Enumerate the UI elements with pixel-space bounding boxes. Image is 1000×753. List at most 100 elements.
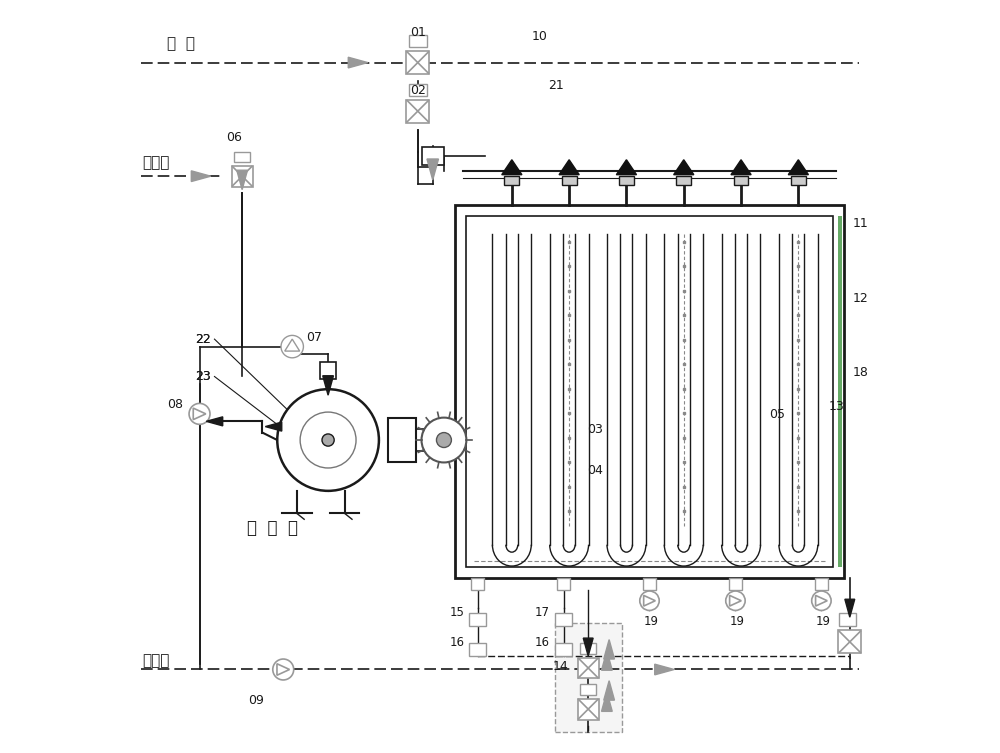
- Bar: [555, 623, 622, 731]
- Circle shape: [277, 389, 379, 491]
- Bar: [815, 578, 828, 590]
- Bar: [676, 176, 691, 185]
- Polygon shape: [604, 639, 614, 659]
- Bar: [409, 35, 427, 47]
- Text: 14: 14: [552, 660, 568, 673]
- Bar: [557, 578, 570, 590]
- Text: 22: 22: [195, 333, 211, 346]
- Polygon shape: [191, 171, 211, 181]
- Polygon shape: [237, 170, 247, 190]
- Bar: [643, 578, 656, 590]
- Polygon shape: [602, 651, 612, 670]
- Polygon shape: [206, 417, 223, 426]
- Text: 21: 21: [549, 79, 564, 92]
- Bar: [234, 151, 250, 162]
- Text: 04: 04: [587, 464, 603, 477]
- Polygon shape: [655, 664, 674, 675]
- Text: 13: 13: [829, 400, 845, 413]
- Text: 19: 19: [729, 615, 744, 629]
- Polygon shape: [193, 408, 206, 419]
- Polygon shape: [616, 160, 637, 175]
- Bar: [504, 176, 519, 185]
- Bar: [839, 613, 856, 626]
- Bar: [232, 166, 253, 187]
- Text: 11: 11: [853, 217, 869, 230]
- Text: 23: 23: [195, 370, 211, 383]
- Bar: [471, 578, 484, 590]
- Text: 真  空  泵: 真 空 泵: [247, 520, 298, 538]
- Polygon shape: [731, 160, 751, 175]
- Text: 16: 16: [449, 636, 464, 648]
- Polygon shape: [674, 160, 694, 175]
- Text: 03: 03: [587, 422, 603, 435]
- Text: 05: 05: [769, 407, 785, 421]
- Bar: [578, 699, 599, 720]
- Bar: [734, 176, 748, 185]
- Polygon shape: [277, 663, 290, 675]
- Polygon shape: [730, 596, 741, 606]
- Bar: [555, 642, 572, 656]
- Text: 19: 19: [815, 615, 830, 629]
- Circle shape: [189, 404, 210, 425]
- Text: 19: 19: [644, 615, 659, 629]
- Text: 22: 22: [195, 333, 211, 346]
- Text: 06: 06: [226, 131, 242, 144]
- Bar: [320, 362, 336, 379]
- Polygon shape: [427, 159, 438, 180]
- Bar: [619, 176, 634, 185]
- Bar: [555, 613, 572, 626]
- Polygon shape: [845, 599, 855, 617]
- Polygon shape: [583, 638, 593, 656]
- Polygon shape: [559, 160, 579, 175]
- Text: 10: 10: [532, 30, 548, 43]
- Polygon shape: [265, 422, 282, 431]
- Text: 17: 17: [535, 605, 550, 619]
- Text: 排水口: 排水口: [143, 653, 170, 668]
- Bar: [580, 643, 596, 654]
- Polygon shape: [348, 57, 368, 68]
- Text: 08: 08: [167, 398, 183, 411]
- Bar: [580, 684, 596, 695]
- Bar: [562, 176, 577, 185]
- Polygon shape: [502, 160, 522, 175]
- Text: 12: 12: [853, 291, 869, 305]
- Bar: [729, 578, 742, 590]
- Circle shape: [812, 591, 831, 611]
- Polygon shape: [602, 692, 612, 712]
- Text: 自来水: 自来水: [143, 155, 170, 170]
- Bar: [578, 657, 599, 678]
- Polygon shape: [816, 596, 827, 606]
- Text: 02: 02: [410, 84, 426, 97]
- Bar: [409, 84, 427, 96]
- Bar: [388, 418, 416, 462]
- Circle shape: [281, 335, 303, 358]
- Text: 15: 15: [449, 605, 464, 619]
- Circle shape: [640, 591, 659, 611]
- Bar: [406, 51, 429, 74]
- Bar: [838, 216, 842, 567]
- Text: 16: 16: [535, 636, 550, 648]
- Bar: [422, 147, 444, 166]
- Bar: [469, 642, 486, 656]
- Text: 09: 09: [248, 694, 264, 707]
- Polygon shape: [285, 339, 300, 351]
- Circle shape: [422, 418, 466, 462]
- Text: 纯  水: 纯 水: [167, 36, 195, 51]
- Bar: [838, 630, 861, 654]
- Polygon shape: [644, 596, 655, 606]
- Text: 23: 23: [195, 370, 211, 383]
- Polygon shape: [323, 376, 333, 395]
- Circle shape: [300, 412, 356, 468]
- Circle shape: [322, 434, 334, 446]
- Polygon shape: [788, 160, 808, 175]
- Polygon shape: [604, 681, 614, 700]
- Circle shape: [436, 432, 451, 447]
- Text: 18: 18: [853, 367, 869, 380]
- Bar: [466, 216, 833, 567]
- Text: 07: 07: [306, 331, 322, 343]
- Bar: [791, 176, 806, 185]
- Bar: [406, 99, 429, 123]
- Circle shape: [273, 659, 294, 680]
- Bar: [455, 205, 844, 578]
- Circle shape: [726, 591, 745, 611]
